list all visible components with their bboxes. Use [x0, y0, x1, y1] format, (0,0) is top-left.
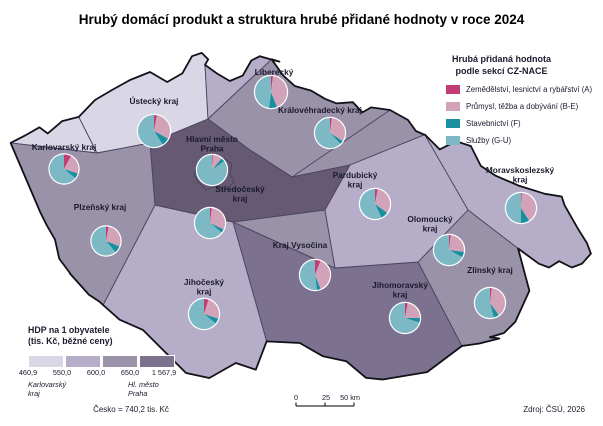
svg-text:Karlovarský kraj: Karlovarský kraj [32, 142, 97, 152]
svg-text:Ústecký kraj: Ústecký kraj [130, 95, 179, 106]
svg-text:Kraj Vysočina: Kraj Vysočina [273, 240, 328, 250]
svg-text:25: 25 [322, 393, 330, 402]
svg-text:Zlínský kraj: Zlínský kraj [467, 265, 513, 275]
svg-text:Královéhradecký kraj: Královéhradecký kraj [278, 105, 362, 115]
svg-text:Plzeňský kraj: Plzeňský kraj [74, 202, 127, 212]
svg-text:0: 0 [294, 393, 298, 402]
svg-text:50 km: 50 km [340, 393, 360, 402]
